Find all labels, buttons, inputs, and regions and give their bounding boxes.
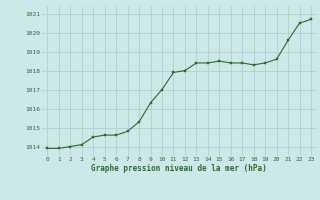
X-axis label: Graphe pression niveau de la mer (hPa): Graphe pression niveau de la mer (hPa) bbox=[91, 164, 267, 173]
